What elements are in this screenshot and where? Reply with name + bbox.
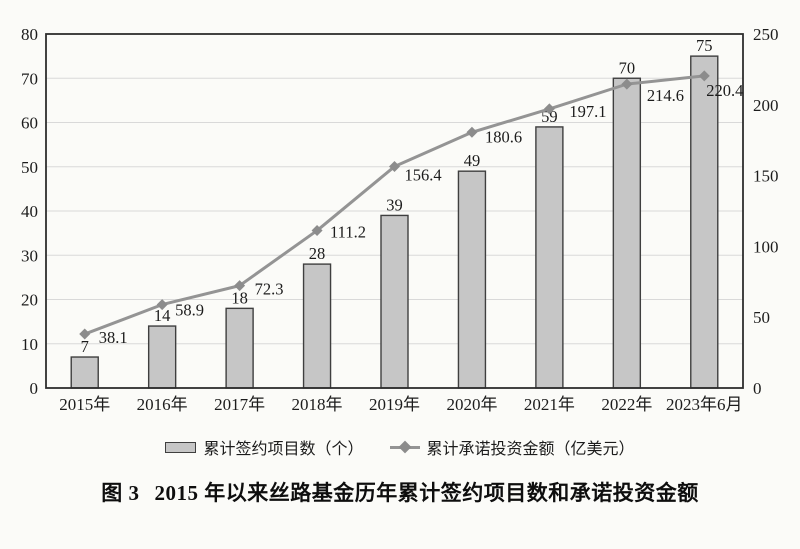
bar-value-label: 75	[696, 36, 713, 55]
bar-value-label: 7	[81, 337, 89, 356]
legend-label-investment: 累计承诺投资金额（亿美元）	[426, 441, 635, 458]
bar-value-label: 39	[386, 195, 403, 214]
bar-value-label: 14	[154, 306, 171, 325]
left-axis-tick: 40	[21, 202, 38, 221]
line-value-label: 38.1	[99, 328, 128, 347]
left-axis-tick: 80	[21, 25, 38, 44]
right-axis-tick: 150	[753, 167, 779, 186]
line-swatch-icon	[389, 440, 420, 454]
x-axis-label: 2021年	[524, 395, 575, 414]
diamond-marker	[79, 328, 91, 340]
diamond-marker	[698, 70, 710, 82]
figure-caption-text: 2015 年以来丝路基金历年累计签约项目数和承诺投资金额	[154, 481, 699, 505]
diamond-marker	[234, 280, 246, 292]
diamond-marker	[543, 103, 555, 115]
line-value-label: 156.4	[405, 166, 442, 185]
x-axis-label: 2015年	[59, 395, 110, 414]
line-value-label: 111.2	[330, 223, 366, 242]
bar	[147, 325, 177, 389]
right-axis-tick: 200	[753, 96, 779, 115]
bar-value-label: 49	[464, 151, 481, 170]
right-axis-tick: 250	[753, 25, 779, 44]
right-axis-tick: 50	[753, 308, 770, 327]
bar	[535, 126, 564, 389]
left-axis-tick: 0	[30, 379, 39, 398]
line-value-label: 220.4	[706, 81, 743, 100]
bar-value-label: 18	[231, 288, 248, 307]
x-axis-label: 2022年	[601, 395, 652, 414]
line-value-label: 180.6	[485, 127, 522, 146]
diamond-marker	[311, 225, 323, 237]
legend-label-projects: 累计签约项目数（个）	[203, 441, 364, 458]
bar	[380, 214, 409, 389]
bar	[302, 263, 332, 389]
bar	[612, 77, 642, 389]
diamond-marker	[621, 78, 633, 90]
x-axis-label: 2016年	[137, 395, 188, 414]
left-axis-tick: 20	[21, 291, 38, 310]
left-axis-tick: 30	[21, 246, 38, 265]
x-axis-label: 2017年	[214, 395, 265, 414]
right-axis-tick: 100	[753, 237, 779, 256]
line-value-label: 197.1	[569, 102, 606, 121]
bar	[457, 170, 487, 389]
x-axis-label: 2023年6月	[666, 395, 743, 414]
bar-value-label: 70	[619, 58, 636, 77]
left-axis-tick: 10	[21, 335, 38, 354]
x-axis-label: 2019年	[369, 395, 420, 414]
x-axis-label: 2018年	[292, 395, 343, 414]
figure-number: 图 3	[101, 481, 140, 505]
left-axis-tick: 60	[21, 114, 38, 133]
right-axis-tick: 0	[753, 379, 762, 398]
bar	[70, 356, 99, 389]
legend-item-investment: 累计承诺投资金额（亿美元）	[389, 435, 635, 459]
bar-value-label: 28	[309, 244, 326, 263]
x-axis-label: 2020年	[446, 395, 497, 414]
combo-chart: 7141828394959707538.158.972.3111.2156.41…	[21, 25, 779, 414]
line-value-label: 58.9	[175, 301, 204, 320]
diamond-icon	[398, 440, 411, 454]
figure-caption: 图 3 2015 年以来丝路基金历年累计签约项目数和承诺投资金额	[0, 477, 800, 507]
line-value-label: 72.3	[255, 280, 284, 299]
plot-border	[45, 33, 744, 389]
diamond-marker	[156, 299, 168, 311]
line-value-label: 214.6	[647, 86, 684, 105]
diamond-marker	[466, 126, 478, 138]
bar	[690, 55, 719, 389]
left-axis-tick: 50	[21, 158, 38, 177]
legend-item-projects: 累计签约项目数（个）	[165, 435, 364, 459]
left-axis-tick: 70	[21, 69, 38, 88]
diamond-marker	[389, 161, 400, 173]
bar-swatch-icon	[165, 441, 197, 453]
bar	[225, 307, 254, 389]
legend: 累计签约项目数（个） 累计承诺投资金额（亿美元）	[0, 435, 800, 459]
